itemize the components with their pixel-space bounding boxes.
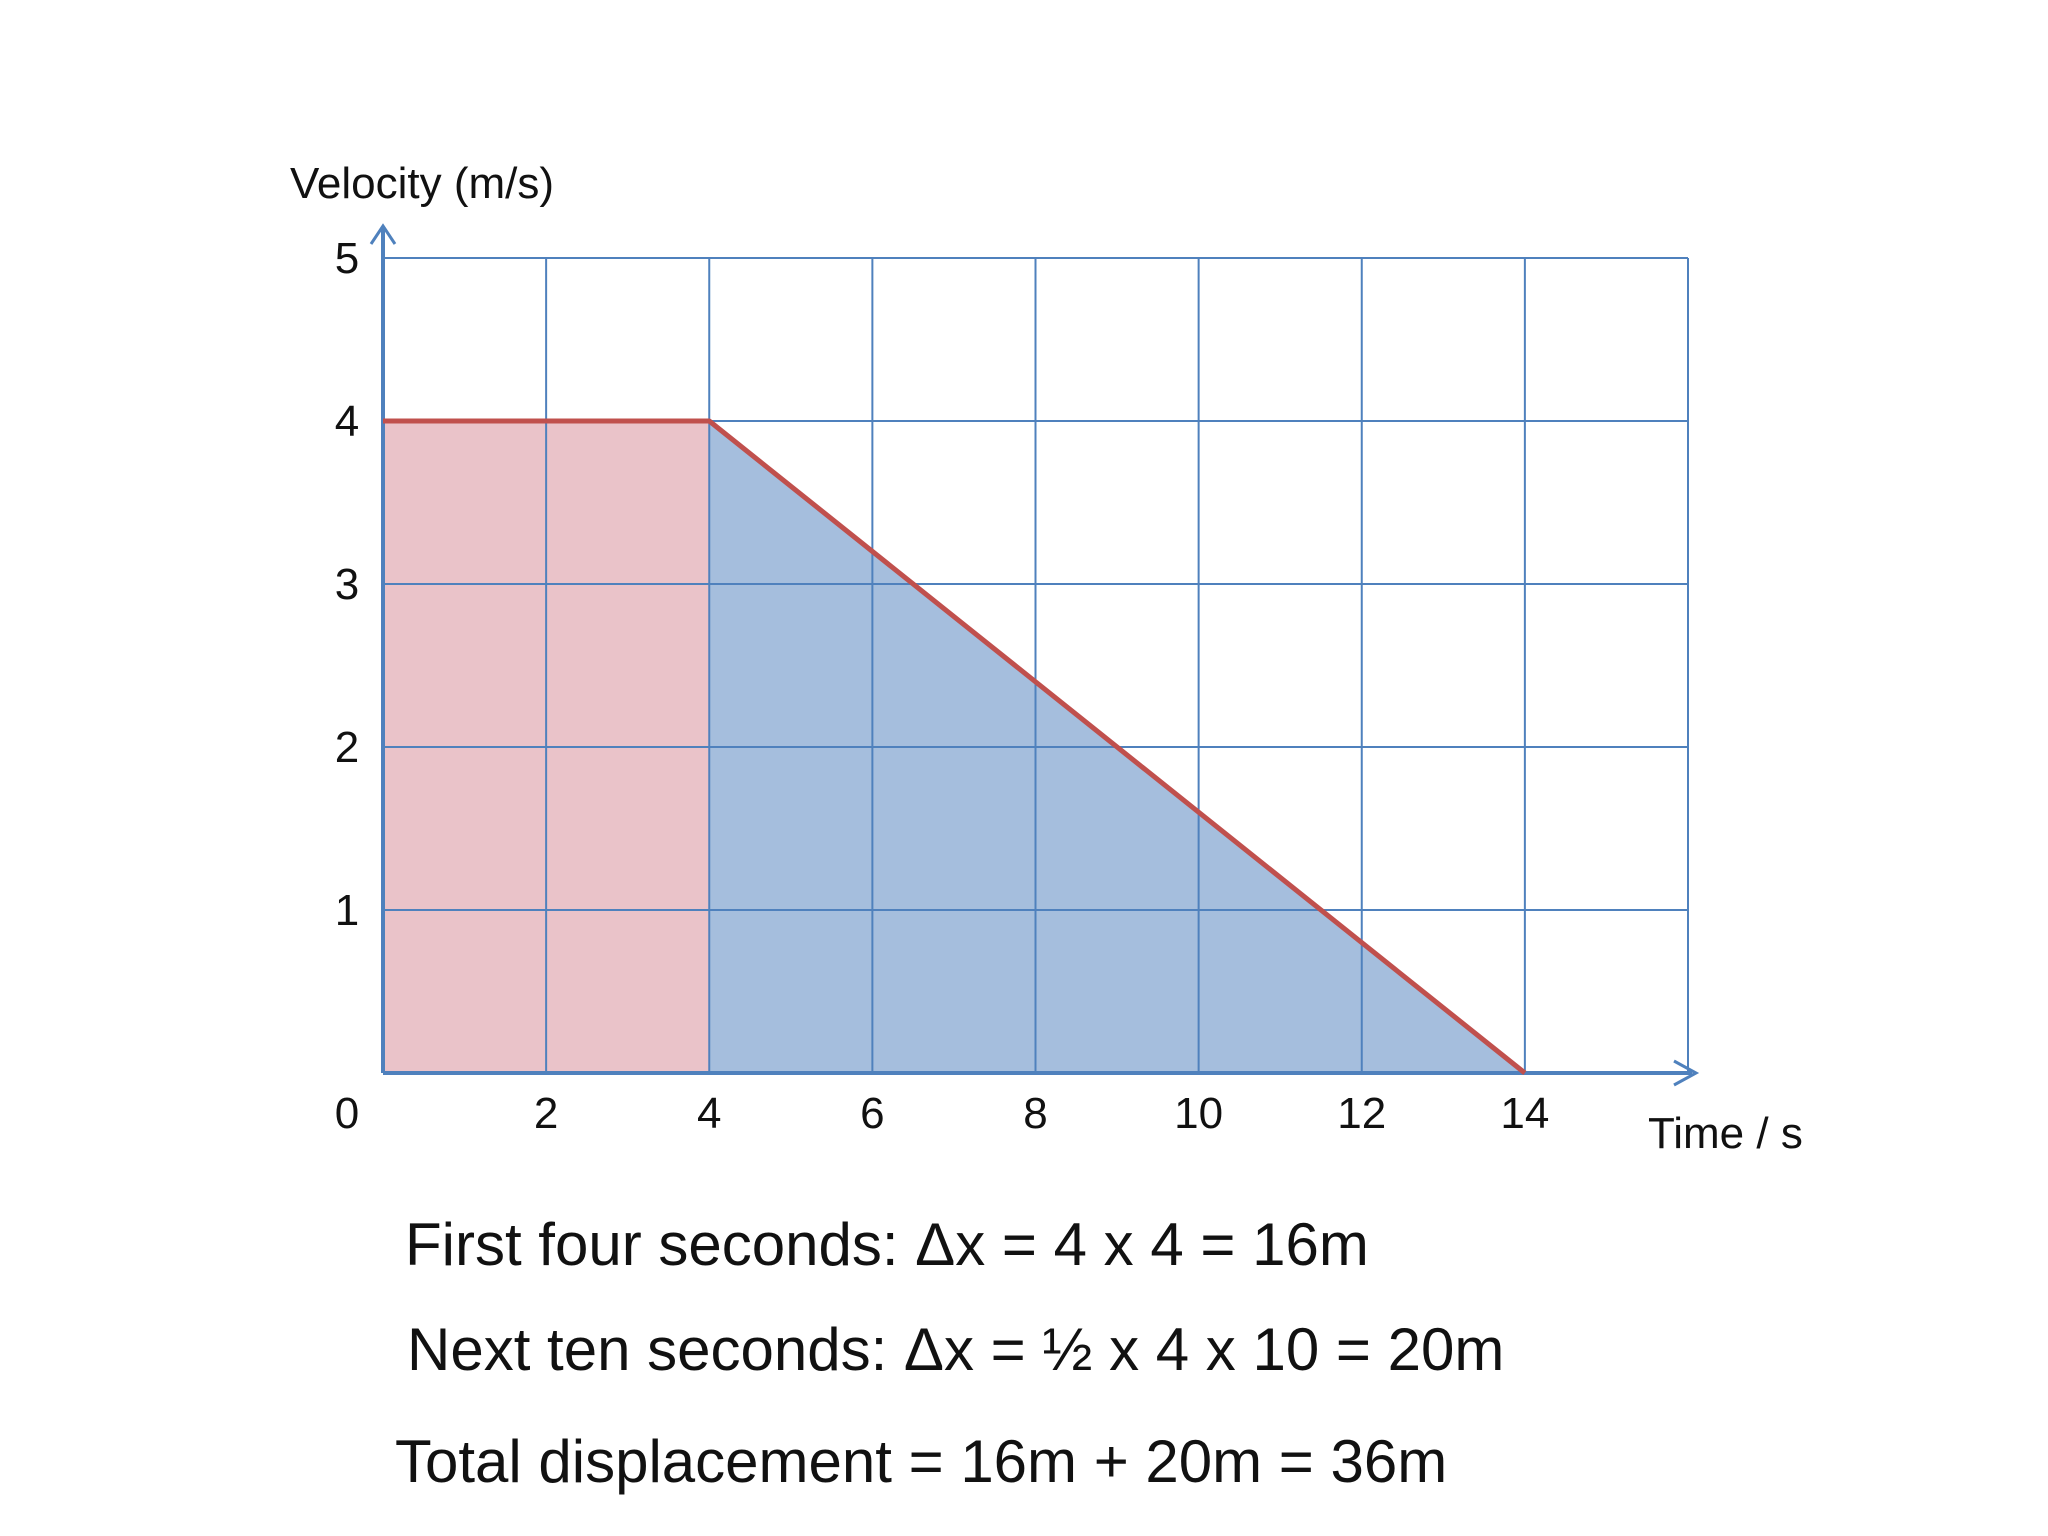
y-tick-label-2: 2 (335, 723, 359, 772)
x-tick-label-2: 2 (534, 1089, 558, 1138)
y-axis-label: Velocity (m/s) (290, 159, 554, 208)
x-tick-label-10: 10 (1174, 1089, 1223, 1138)
x-axis-label: Time / s (1648, 1109, 1803, 1158)
x-tick-label-8: 8 (1023, 1089, 1047, 1138)
y-tick-label-4: 4 (335, 397, 359, 446)
y-tick-label-5: 5 (335, 234, 359, 283)
y-tick-label-3: 3 (335, 560, 359, 609)
velocity-series (382, 418, 1527, 1075)
x-tick-label-4: 4 (697, 1089, 721, 1138)
chart-axes (369, 223, 1700, 1087)
caption-total-displacement: Total displacement = 16m + 20m = 36m (395, 1428, 1448, 1495)
caption-next-ten-seconds: Next ten seconds: Δx = ½ x 4 x 10 = 20m (407, 1316, 1505, 1383)
x-tick-label-6: 6 (860, 1089, 884, 1138)
y-axis-arrow (369, 223, 397, 245)
x-tick-label-14: 14 (1500, 1089, 1549, 1138)
chart-grid (383, 257, 1689, 1073)
x-tick-label-12: 12 (1337, 1089, 1386, 1138)
y-tick-label-1: 1 (335, 886, 359, 935)
caption-first-four-seconds: First four seconds: Δx = 4 x 4 = 16m (405, 1211, 1369, 1278)
x-tick-label-0: 0 (335, 1089, 359, 1138)
x-axis-arrow (1673, 1059, 1700, 1087)
